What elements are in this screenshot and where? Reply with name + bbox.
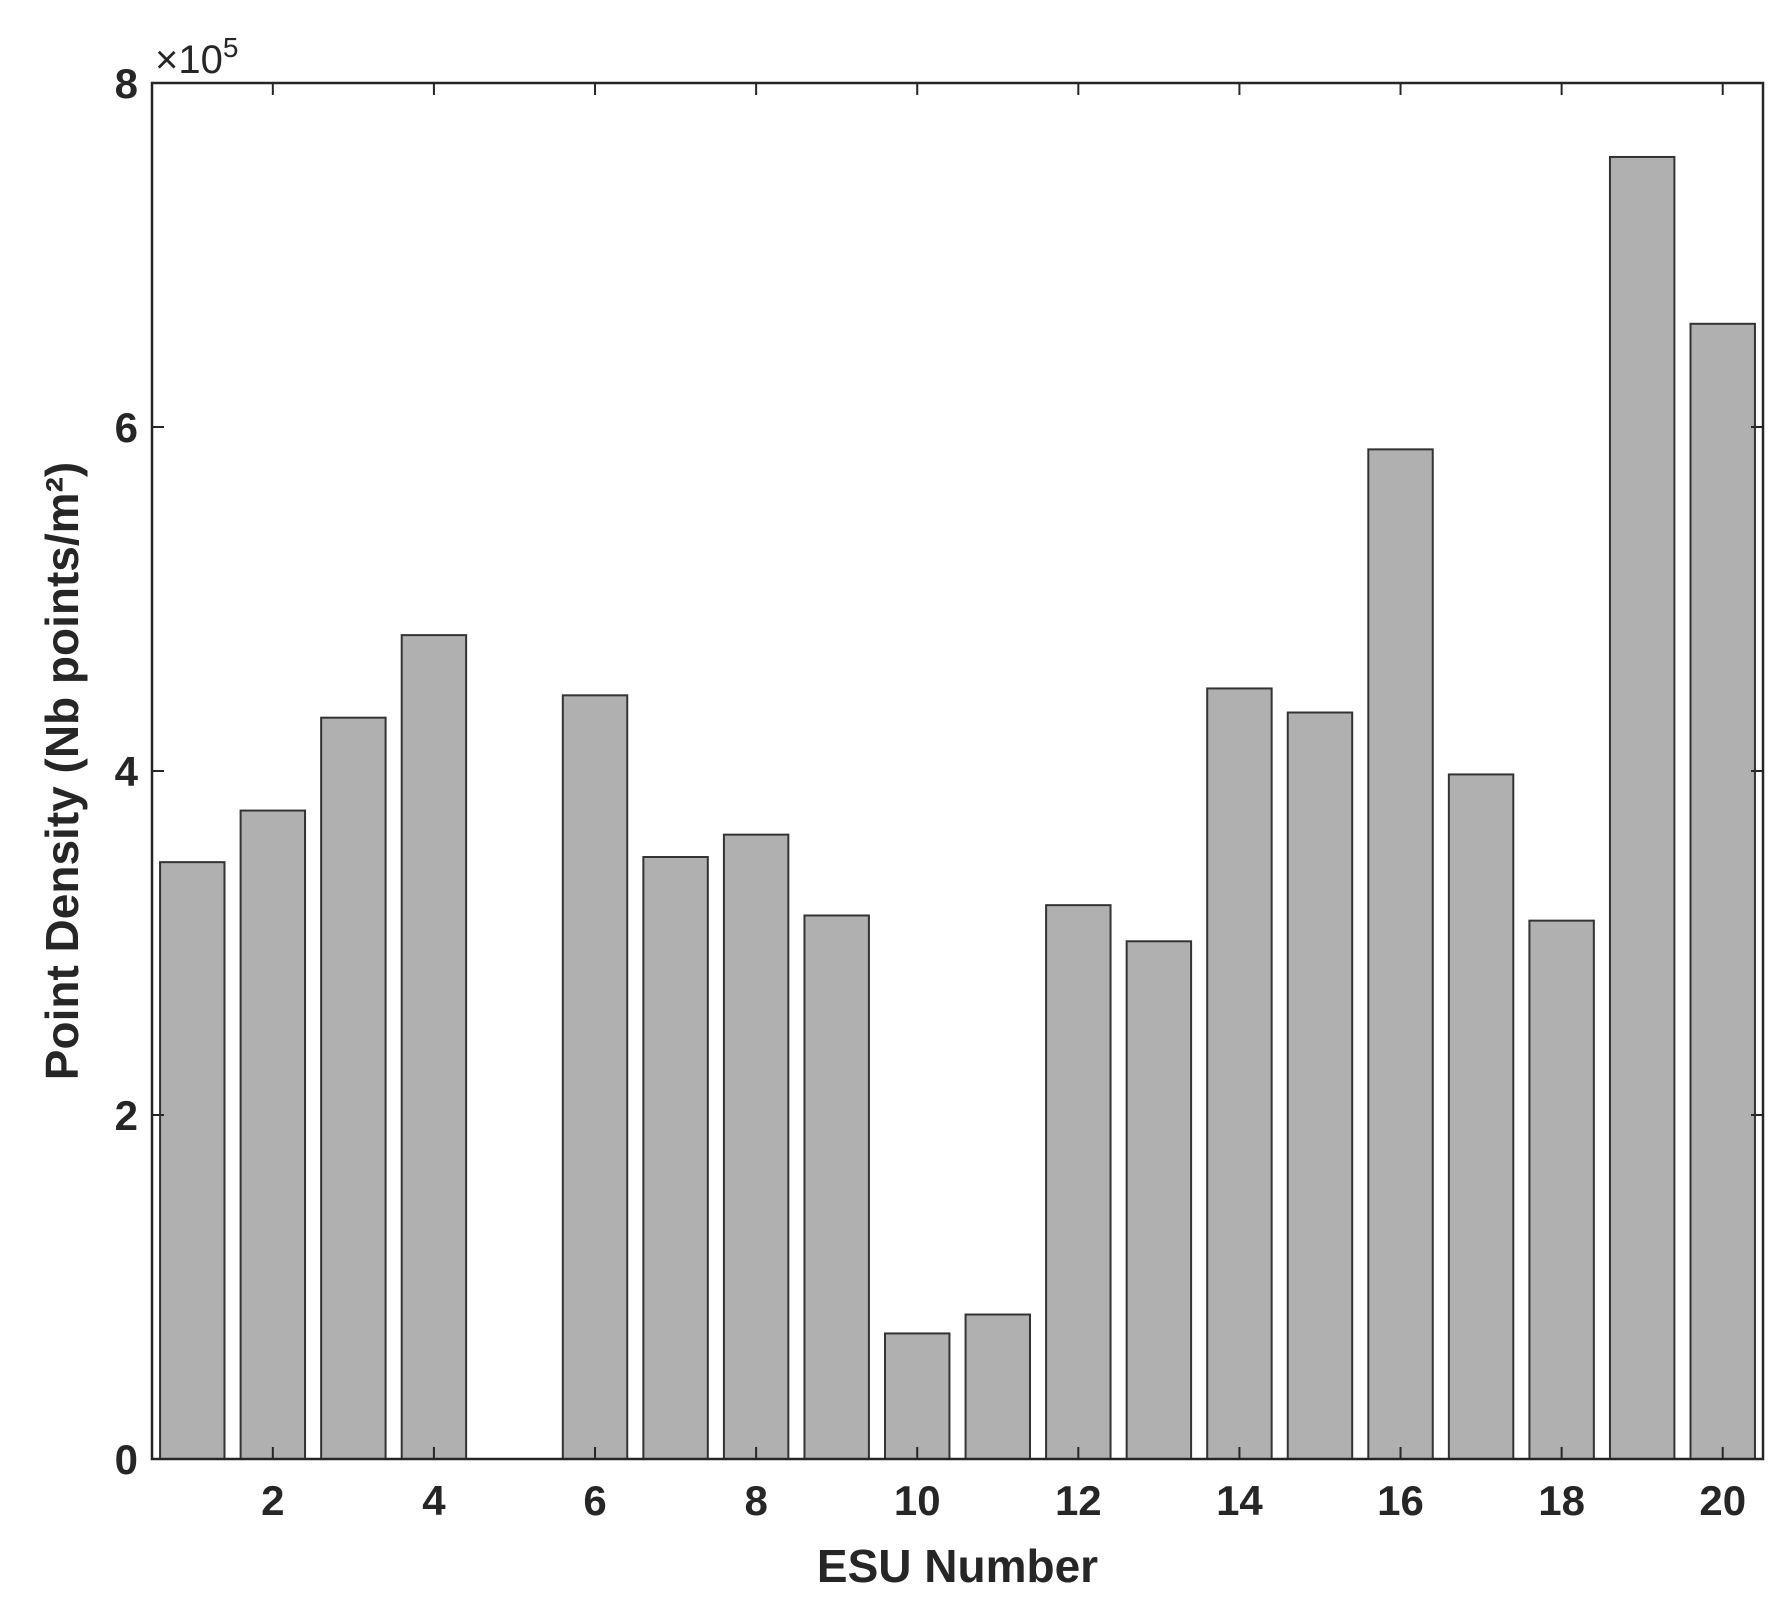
bar-esu-20 [1689,322,1756,1460]
axes-frame [150,81,1765,1461]
tick-labels-group: 2 4 6 8 10 12 14 16 18 20 0 2 4 6 8 [115,60,1746,1524]
x-tick-label-10: 10 [894,1477,941,1524]
bar-esu-18 [1528,919,1595,1460]
bar-esu-2 [239,809,307,1460]
bar-esu-7 [642,856,709,1460]
bar-esu-1 [159,861,226,1460]
bar-esu-19 [1608,155,1676,1461]
bar-esu-15 [1286,711,1354,1460]
x-tick-label-14: 14 [1216,1477,1263,1524]
y-tick-label-2: 2 [115,1092,138,1139]
bar-esu-6 [561,694,629,1460]
y-axis-label: Point Density (Nb points/m²) [36,462,88,1080]
bar-esu-10 [884,1332,951,1460]
bar-esu-12 [1045,904,1112,1460]
y-axis-exponent: ×105 [155,32,238,82]
bar-esu-11 [964,1313,1031,1461]
y-axis-exponent-power: 5 [223,32,239,63]
x-axis-label: ESU Number [817,1540,1098,1592]
bar-esu-17 [1447,773,1515,1460]
x-tick-label-4: 4 [422,1477,446,1524]
bar-esu-16 [1367,448,1434,1460]
x-tick-label-6: 6 [583,1477,606,1524]
y-tick-label-6: 6 [115,404,138,451]
bars-group [159,155,1756,1461]
y-tick-label-4: 4 [115,748,139,795]
bar-esu-8 [722,833,790,1460]
x-tick-label-8: 8 [744,1477,767,1524]
bar-esu-13 [1125,940,1193,1460]
ticks-group [152,82,1763,1460]
y-tick-label-8: 8 [115,60,138,107]
x-tick-label-2: 2 [261,1477,284,1524]
x-tick-label-12: 12 [1055,1477,1102,1524]
bar-esu-4 [400,634,468,1460]
bar-esu-14 [1206,687,1273,1460]
x-tick-label-18: 18 [1538,1477,1585,1524]
bar-esu-9 [803,914,870,1460]
x-tick-label-16: 16 [1377,1477,1424,1524]
bar-esu-3 [320,716,387,1460]
x-tick-label-20: 20 [1699,1477,1746,1524]
y-axis-exponent-prefix: ×10 [155,38,223,82]
y-tick-label-0: 0 [115,1436,138,1483]
